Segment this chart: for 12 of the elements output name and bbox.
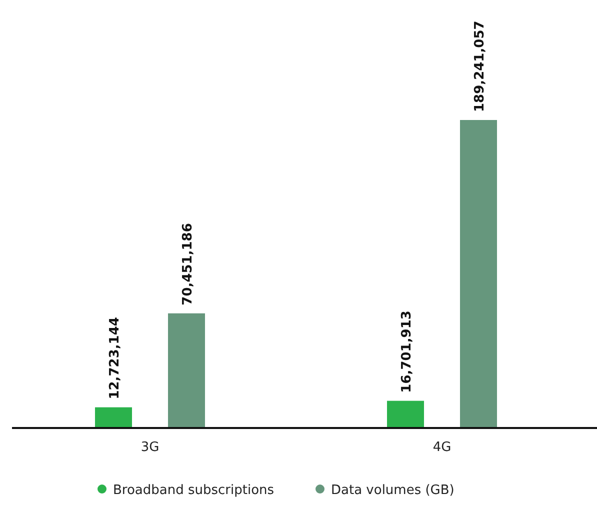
- data-label: 12,723,144: [108, 317, 122, 400]
- data-label: 189,241,057: [472, 20, 488, 112]
- bar: [460, 120, 497, 428]
- x-tick-label: 3G: [140, 440, 160, 455]
- legend-label: Broadband subscriptions: [113, 483, 274, 498]
- legend-label: Data volumes (GB): [331, 483, 454, 498]
- bar: [95, 407, 132, 428]
- data-label: 16,701,913: [400, 310, 414, 393]
- data-label: 70,451,186: [180, 223, 196, 306]
- x-tick-label: 4G: [432, 440, 452, 455]
- bar: [387, 400, 424, 428]
- bar: [168, 313, 205, 428]
